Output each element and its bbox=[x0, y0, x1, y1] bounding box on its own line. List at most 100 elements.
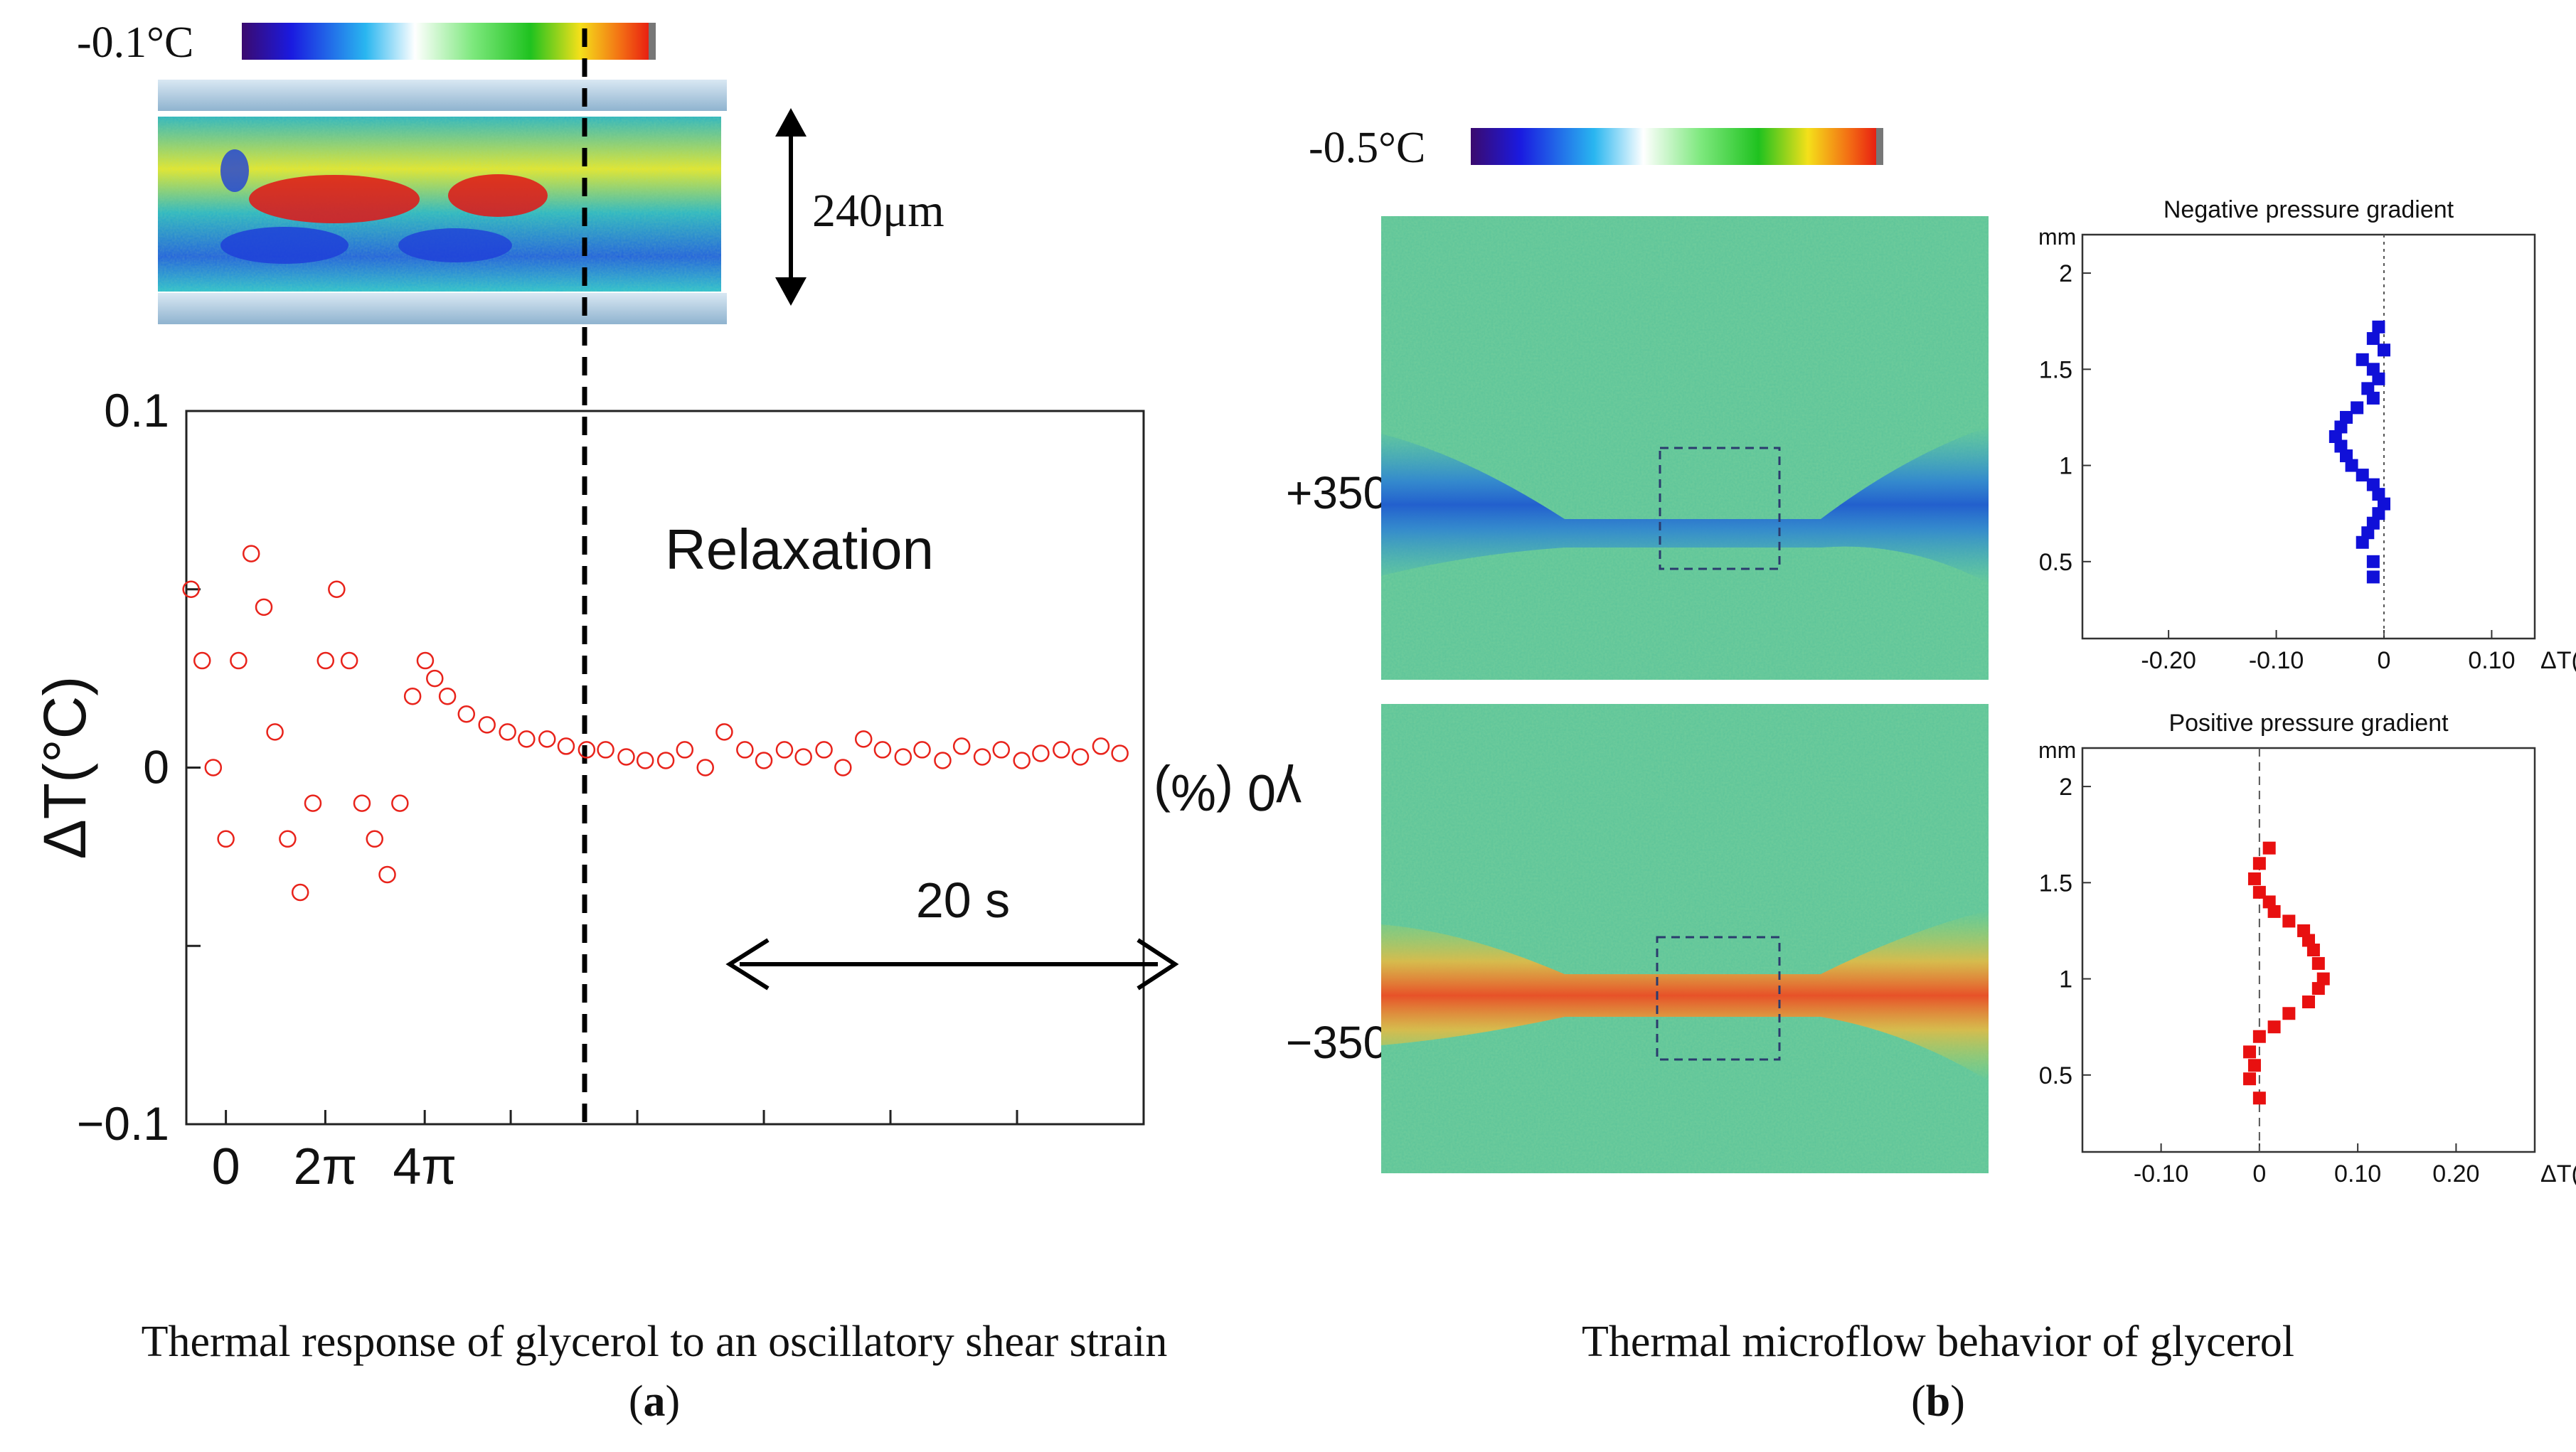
thermal-strip-image bbox=[158, 80, 727, 324]
profile-point bbox=[2328, 430, 2342, 443]
data-point bbox=[316, 651, 335, 670]
data-point bbox=[457, 705, 476, 723]
profile-y-unit: mm bbox=[2038, 224, 2076, 250]
data-point bbox=[518, 730, 536, 748]
data-point bbox=[597, 741, 614, 759]
chart-negative-pressure: Negative pressure gradient mm 0.5 1 1.5 2 -0.2… bbox=[2038, 196, 2576, 674]
profile-point bbox=[2372, 507, 2385, 521]
profile-point bbox=[2267, 1020, 2281, 1034]
data-point bbox=[538, 730, 556, 748]
y-tick-label: 0.1 bbox=[104, 384, 169, 437]
data-point bbox=[992, 741, 1011, 759]
profile-y-tick-label: 0.5 bbox=[2039, 549, 2072, 576]
data-point bbox=[328, 580, 346, 598]
profile-y-tick-label: 2 bbox=[2059, 260, 2072, 287]
data-point bbox=[1013, 752, 1031, 769]
data-point bbox=[499, 723, 516, 741]
time-bar-label: 20 s bbox=[916, 872, 1010, 928]
profile-point bbox=[2372, 488, 2385, 501]
profile-x-tick-label: -0.10 bbox=[2249, 647, 2304, 674]
profile-point bbox=[2340, 449, 2353, 463]
profile-x-tick-label: 0.10 bbox=[2334, 1160, 2381, 1187]
data-point bbox=[973, 748, 991, 766]
profile-point bbox=[2311, 956, 2325, 970]
profile-x-label: ΔT(°C) bbox=[2540, 647, 2576, 674]
colorbar-a bbox=[242, 23, 654, 60]
data-point bbox=[834, 759, 852, 776]
profile-point bbox=[2366, 555, 2380, 568]
y-tick-label: −0.1 bbox=[77, 1097, 169, 1150]
profile-point bbox=[2345, 459, 2358, 472]
profile-title: Negative pressure gradient bbox=[2163, 196, 2454, 223]
profile-y-tick-label: 2 bbox=[2059, 774, 2072, 801]
roi-box-positive bbox=[1656, 936, 1781, 1061]
data-point bbox=[656, 752, 675, 769]
data-point bbox=[204, 759, 223, 776]
data-point bbox=[304, 794, 322, 812]
profile-title: Positive pressure gradient bbox=[2168, 710, 2449, 737]
data-point bbox=[438, 687, 457, 705]
profile-point bbox=[2366, 478, 2380, 491]
profile-x-label: ΔT(°C) bbox=[2540, 1160, 2576, 1187]
time-bar-right-arrow bbox=[1137, 938, 1179, 991]
profile-point bbox=[2366, 516, 2380, 530]
right-axis-label: γ0 (%) bbox=[1154, 764, 1302, 821]
caption-b: Thermal microflow behavior of glycerol bbox=[1582, 1318, 2294, 1366]
profile-point bbox=[2267, 904, 2281, 918]
x-tick-label: 0 bbox=[212, 1138, 240, 1195]
relaxation-annotation: Relaxation bbox=[665, 518, 934, 581]
roi-box-negative bbox=[1659, 447, 1781, 570]
profile-point bbox=[2311, 982, 2325, 995]
data-point bbox=[736, 741, 754, 759]
x-tick-label: 4π bbox=[393, 1138, 457, 1195]
profile-point bbox=[2282, 1007, 2296, 1020]
profile-point bbox=[2356, 469, 2369, 482]
data-point bbox=[676, 741, 694, 759]
data-point bbox=[715, 723, 733, 741]
data-point bbox=[403, 687, 422, 705]
profile-point bbox=[2282, 914, 2296, 928]
colorbar-b-label: -0.5°C bbox=[1309, 124, 1425, 172]
data-point bbox=[617, 748, 635, 766]
thermal-image-positive bbox=[1381, 704, 1989, 1173]
data-point bbox=[696, 759, 714, 776]
profile-point bbox=[2366, 570, 2380, 584]
data-point bbox=[391, 794, 409, 812]
data-point bbox=[1032, 744, 1050, 762]
profile-point bbox=[2361, 526, 2375, 540]
data-point bbox=[416, 651, 435, 670]
thermal-image-negative bbox=[1381, 216, 1989, 680]
profile-point bbox=[2302, 995, 2315, 1009]
time-bar-left-arrow bbox=[725, 938, 770, 991]
profile-frame bbox=[2081, 233, 2536, 640]
data-point bbox=[230, 651, 248, 670]
profile-point bbox=[2334, 420, 2348, 434]
caption-b-letter: (b) bbox=[1911, 1377, 1965, 1426]
y-axis-label: ΔT(°C) bbox=[31, 676, 98, 860]
profile-point bbox=[2243, 1072, 2257, 1086]
profile-point bbox=[2366, 363, 2380, 376]
data-point bbox=[854, 730, 873, 748]
data-point bbox=[1111, 744, 1129, 762]
scale-label: 240μm bbox=[812, 185, 944, 237]
panel-letter-b: b bbox=[1925, 1377, 1951, 1426]
data-point bbox=[794, 748, 812, 766]
profile-x-tick-label: -0.20 bbox=[2141, 647, 2196, 674]
data-point bbox=[894, 748, 912, 766]
panel-a: -0.1°C 240μm −0.1 0 0.1 0 2π 4π ΔT(°C) Relaxati… bbox=[31, 18, 1414, 1195]
top-plate bbox=[158, 80, 727, 111]
data-point bbox=[636, 752, 654, 769]
data-point bbox=[340, 651, 358, 670]
chart-thermal-response: −0.1 0 0.1 0 2π 4π ΔT(°C) Relaxation 20 s bbox=[31, 384, 1179, 1195]
data-point bbox=[378, 865, 396, 884]
data-point bbox=[426, 669, 444, 688]
data-point bbox=[478, 716, 496, 734]
profile-point bbox=[2252, 857, 2266, 870]
profile-point bbox=[2334, 439, 2348, 453]
profile-y-tick-label: 1 bbox=[2059, 966, 2072, 993]
data-point bbox=[815, 741, 833, 759]
profile-point bbox=[2378, 343, 2390, 357]
data-point bbox=[266, 723, 284, 741]
chart-positive-pressure: Positive pressure gradient mm 0.5 1 1.5 2 -0.1… bbox=[2038, 710, 2576, 1187]
